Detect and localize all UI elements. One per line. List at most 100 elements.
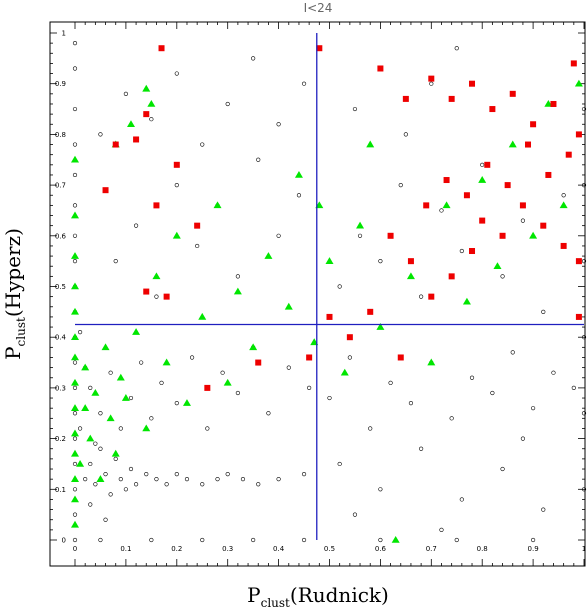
data-point-triangle — [71, 353, 79, 361]
data-point-circle — [93, 441, 98, 446]
data-point-circle — [72, 41, 78, 46]
data-point-circle — [520, 436, 526, 441]
data-point-circle — [113, 259, 118, 264]
data-point-triangle — [182, 399, 191, 406]
data-point-triangle — [101, 343, 110, 351]
data-point-circle — [72, 385, 78, 391]
data-point-square — [443, 177, 450, 184]
data-point-circle — [108, 370, 113, 375]
data-point-square — [173, 161, 180, 168]
data-point-triangle — [71, 307, 79, 315]
data-point-circle — [98, 132, 103, 137]
data-point-circle — [72, 487, 78, 492]
data-point-triangle — [71, 378, 79, 386]
data-point-circle — [480, 162, 485, 167]
y-axis-title: Pclust(Hyperz) — [1, 228, 28, 360]
data-point-circle — [72, 172, 78, 178]
x-tick-label: 0.8 — [477, 545, 488, 553]
data-point-triangle — [71, 495, 79, 503]
data-point-circle — [133, 223, 139, 228]
x-tick-label: 0.2 — [171, 545, 182, 553]
data-point-square — [499, 232, 506, 239]
data-point-circle — [118, 477, 123, 482]
data-point-circle — [459, 248, 464, 254]
data-point-circle — [561, 193, 566, 198]
data-point-circle — [72, 142, 78, 147]
data-point-triangle — [116, 373, 125, 381]
data-point-circle — [225, 471, 230, 477]
data-point-square — [143, 288, 150, 295]
axis-tick-labels: 0 0.1 0.2 0.3 0.4 0.5 0.6 0.7 0.8 0.9 1 0 0.1 0.2 0.3 0… — [55, 30, 586, 554]
data-point-circle — [149, 117, 154, 122]
data-point-triangle — [427, 358, 436, 366]
data-point-triangle — [152, 272, 161, 280]
data-point-triangle — [376, 323, 385, 330]
y-axis-title-sub: clust — [14, 317, 28, 346]
data-point-circle — [469, 375, 475, 380]
data-point-circle — [454, 46, 459, 51]
data-point-square — [194, 222, 201, 229]
y-tick-label: 0.1 — [55, 486, 66, 494]
data-point-circle — [581, 411, 587, 416]
data-point-circle — [419, 446, 424, 451]
data-point-triangle — [96, 475, 105, 482]
y-tick-label: 0.3 — [55, 384, 66, 392]
data-point-triangle — [559, 201, 568, 209]
data-point-square — [255, 359, 262, 366]
data-point-square — [530, 121, 537, 128]
data-point-circle — [403, 132, 408, 137]
data-point-circle — [541, 507, 546, 512]
data-point-circle — [510, 350, 515, 355]
data-point-triangle — [121, 394, 130, 401]
data-point-circle — [352, 106, 358, 112]
data-point-circle — [72, 512, 78, 517]
data-point-triangle — [233, 287, 242, 295]
data-point-triangle — [493, 262, 502, 270]
data-point-square — [550, 100, 557, 107]
data-point-circle — [77, 426, 83, 431]
x-tick-label: 1 — [582, 545, 586, 553]
data-point-circle — [571, 385, 576, 391]
data-point-circle — [301, 537, 307, 543]
x-tick-label: 0.1 — [120, 545, 131, 553]
data-point-triangle — [106, 414, 115, 422]
data-point-circle — [164, 482, 169, 487]
data-point-circle — [530, 537, 536, 543]
data-point-square — [306, 354, 313, 361]
data-point-circle — [103, 517, 108, 522]
data-point-square — [489, 106, 496, 113]
data-point-circle — [88, 385, 93, 391]
data-point-circle — [266, 411, 271, 416]
data-point-circle — [128, 466, 134, 472]
data-point-triangle — [126, 120, 135, 128]
data-point-circle — [72, 537, 78, 543]
data-point-triangle — [529, 231, 538, 239]
data-point-square — [575, 313, 582, 320]
data-point-square — [428, 75, 435, 82]
data-point-square — [407, 258, 414, 265]
data-point-circle — [154, 477, 159, 482]
data-point-triangle — [340, 368, 349, 376]
y-tick-label: 0.2 — [55, 435, 66, 443]
data-point-circle — [189, 355, 195, 360]
data-point-triangle — [284, 302, 293, 310]
x-axis-title-main: P — [247, 583, 260, 607]
data-point-triangle — [325, 257, 334, 264]
data-point-circle — [235, 390, 240, 396]
data-point-circle — [327, 395, 332, 401]
data-point-square — [504, 182, 511, 189]
data-point-circle — [251, 537, 256, 543]
data-point-square — [346, 334, 353, 341]
y-tick-label: 0.6 — [55, 232, 67, 240]
data-point-circle — [337, 284, 342, 289]
y-axis-title-rest: (Hyperz) — [1, 228, 25, 317]
data-point-square — [133, 136, 140, 143]
data-point-square — [112, 141, 119, 148]
data-point-circle — [200, 537, 205, 543]
data-point-square — [397, 354, 404, 361]
data-point-triangle — [71, 449, 79, 457]
data-point-triangle — [71, 429, 79, 437]
data-point-circle — [449, 416, 454, 421]
data-point-triangle — [264, 252, 273, 259]
x-tick-label: 0.7 — [426, 545, 437, 553]
